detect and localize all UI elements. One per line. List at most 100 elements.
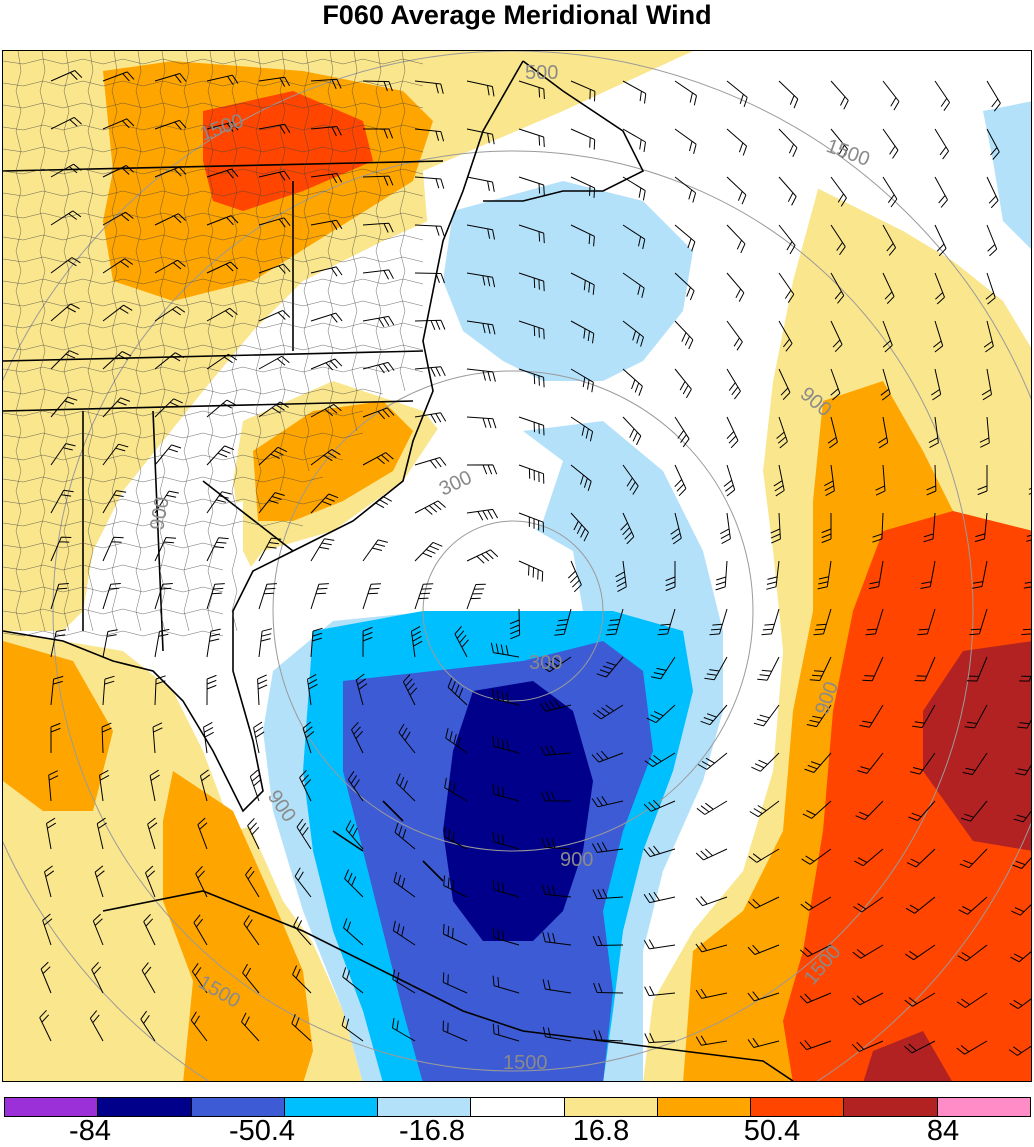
- shade-white-florida: [113, 501, 273, 831]
- wind-barb: [882, 320, 893, 353]
- wind-barb: [145, 865, 156, 898]
- colorbar-tick-label: 16.8: [572, 1115, 630, 1147]
- shade-darkred-east: [923, 641, 1031, 851]
- wind-barb: [615, 560, 627, 593]
- wind-barb: [154, 628, 170, 658]
- county-line: [3, 278, 424, 285]
- wind-barb: [102, 211, 134, 226]
- colorbar-tick-label: -16.8: [398, 1115, 466, 1147]
- wind-barb: [414, 272, 445, 284]
- county-line: [303, 51, 310, 472]
- wind-barb: [341, 1015, 364, 1042]
- colorbar-swatch: [937, 1098, 1030, 1116]
- wind-barb: [351, 721, 364, 754]
- wind-barb: [102, 118, 135, 130]
- wind-barb: [206, 491, 232, 514]
- wind-barbs: [39, 70, 1031, 1056]
- wind-barb: [258, 446, 288, 466]
- wind-barb: [518, 560, 544, 582]
- wind-barb: [906, 848, 936, 868]
- wind-barb: [859, 704, 884, 728]
- wind-barb: [39, 1009, 52, 1042]
- county-line: [3, 146, 424, 153]
- wind-barb: [402, 674, 418, 706]
- wind-barb: [206, 215, 239, 226]
- wind-barb: [709, 608, 728, 636]
- cuba: [102, 890, 684, 1052]
- wind-barb: [50, 210, 82, 226]
- colorbar-swatch: [98, 1098, 192, 1116]
- wind-barb: [247, 817, 260, 850]
- wind-barb: [622, 272, 645, 298]
- wind-barb: [934, 272, 945, 305]
- wind-barb: [872, 512, 884, 543]
- wind-barb: [310, 583, 329, 610]
- county-line: [3, 322, 424, 329]
- wind-barb: [981, 368, 992, 401]
- shade-orange-carolinas: [253, 401, 413, 521]
- wind-barb: [343, 918, 364, 946]
- colorbar-swatch: [657, 1098, 752, 1116]
- wind-barb: [934, 80, 951, 111]
- colorbar-swatch: [5, 1098, 99, 1116]
- wind-barb: [596, 656, 624, 678]
- wind-barb: [293, 916, 312, 946]
- wind-barb: [720, 512, 731, 545]
- wind-barb: [258, 537, 282, 562]
- wind-barb: [830, 176, 847, 207]
- wind-barb: [50, 675, 64, 706]
- wind-barb: [197, 817, 208, 850]
- county-line: [3, 586, 224, 593]
- wind-barb: [414, 224, 445, 236]
- wind-barb: [258, 263, 291, 274]
- wind-barb: [778, 80, 799, 109]
- coastlines: [3, 60, 794, 1081]
- county-line: [3, 498, 324, 505]
- wind-barb: [102, 165, 135, 178]
- wind-barb: [674, 416, 690, 448]
- wind-barb: [674, 320, 694, 350]
- wind-barb: [933, 320, 944, 353]
- hispaniola: [682, 1050, 794, 1081]
- wind-barb: [643, 799, 676, 812]
- wind-barb: [491, 688, 520, 706]
- colorbar-tick-label: 84: [926, 1115, 960, 1147]
- wind-barb: [920, 560, 936, 589]
- wind-barb: [959, 848, 988, 869]
- wind-barb: [622, 320, 644, 347]
- wind-barb: [620, 512, 635, 545]
- wind-barb: [490, 642, 520, 658]
- wind-barb: [206, 168, 239, 179]
- wind-barb: [830, 320, 843, 353]
- wind-barb: [310, 312, 343, 323]
- wind-barb: [697, 752, 728, 770]
- county-line: [3, 300, 424, 307]
- wind-barb: [644, 985, 676, 997]
- wind-barb: [99, 769, 110, 802]
- wind-barb: [830, 272, 845, 304]
- wind-barb: [644, 752, 676, 768]
- wind-barb: [518, 320, 545, 340]
- wind-barb: [414, 500, 446, 515]
- wind-barb: [1015, 764, 1031, 776]
- wind-barb: [956, 1040, 988, 1055]
- wind-barb: [362, 222, 394, 233]
- wind-barb: [362, 80, 393, 92]
- wind-barb: [554, 608, 572, 636]
- wind-barb: [395, 773, 416, 802]
- wind-barb: [206, 74, 239, 85]
- wind-barb: [392, 920, 416, 946]
- wind-barb: [414, 541, 443, 562]
- wind-barb: [203, 721, 214, 754]
- wind-barb: [307, 673, 318, 706]
- wind-barb: [466, 176, 495, 192]
- wind-barb: [726, 128, 748, 156]
- wind-barb: [362, 315, 395, 327]
- wind-barb: [102, 397, 131, 418]
- wind-barb: [914, 656, 936, 682]
- wind-barb: [751, 752, 780, 772]
- wind-barb: [362, 407, 395, 420]
- county-line: [3, 190, 424, 197]
- wind-barb: [622, 176, 646, 201]
- wind-barb: [258, 355, 290, 370]
